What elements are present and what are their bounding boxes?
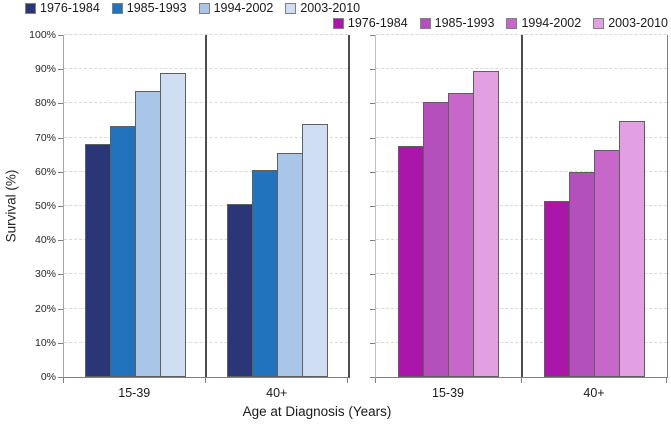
legend-blue-periods: 1976-1984 1985-1993 1994-2002 2003-2010 <box>25 1 360 15</box>
y-axis-tick-label: 70% <box>34 131 56 144</box>
y-axis-tick-label: 100% <box>29 29 56 41</box>
legend-item: 1994-2002 <box>198 1 274 15</box>
y-axis-tick <box>370 274 375 276</box>
y-axis-tick <box>370 342 375 344</box>
x-axis-category-labels: 15-39 40+ 15-39 40+ <box>0 386 671 402</box>
y-axis-tick-label: 10% <box>34 336 56 349</box>
x-axis-tick <box>63 378 64 383</box>
legend-item-label: 1976-1984 <box>40 1 100 15</box>
y-axis-tick <box>58 206 63 207</box>
legend-swatch-icon <box>198 2 210 14</box>
y-axis-tick <box>370 103 375 105</box>
x-category-label: 15-39 <box>118 386 151 400</box>
legend-item: 2003-2010 <box>593 16 668 30</box>
legend-item-label: 2003-2010 <box>608 16 668 30</box>
y-axis-tick-label: 60% <box>34 165 56 178</box>
legend-item-label: 2003-2010 <box>300 1 361 15</box>
y-axis-tick-label: 80% <box>34 97 56 110</box>
category-divider-line <box>205 35 207 377</box>
legend-item: 1994-2002 <box>506 16 581 30</box>
panel-blue <box>58 34 350 383</box>
y-axis-tick-label: 90% <box>34 63 56 76</box>
legend-item: 1976-1984 <box>332 16 408 30</box>
x-axis-tick <box>520 378 522 383</box>
bar-blue-40+-1976-1984 <box>226 204 253 377</box>
bar-blue-15-39-2003-2010 <box>159 72 186 377</box>
bar-blue-40+-1994-2002 <box>276 153 303 377</box>
y-axis-tick <box>58 103 63 105</box>
x-axis-tick <box>205 378 206 383</box>
y-axis-tick <box>58 308 63 310</box>
x-axis-tick <box>375 378 376 383</box>
gridline <box>376 34 667 35</box>
y-axis-tick <box>58 274 63 276</box>
x-axis-tick <box>666 378 667 383</box>
legend-item: 1985-1993 <box>419 16 495 30</box>
bar-pink-15-39-2003-2010 <box>473 70 500 377</box>
bar-pink-15-39-1976-1984 <box>398 146 425 377</box>
y-axis-tick-label: 30% <box>34 268 56 281</box>
y-axis-tick-label: 40% <box>34 234 56 247</box>
bar-blue-15-39-1994-2002 <box>134 91 161 377</box>
y-axis-tick <box>370 137 375 139</box>
gridline <box>64 34 348 35</box>
y-axis-tick <box>58 35 63 36</box>
legend-item-label: 1994-2002 <box>521 16 582 30</box>
category-divider-line <box>520 35 523 377</box>
y-axis-tick <box>370 308 375 310</box>
y-axis-tick <box>58 377 63 378</box>
legend-swatch-icon <box>593 17 605 29</box>
legend-item-label: 1994-2002 <box>213 1 274 15</box>
bar-pink-40+-2003-2010 <box>618 120 645 377</box>
y-axis-tick <box>58 69 63 71</box>
x-category-label: 15-39 <box>432 386 464 400</box>
bar-blue-15-39-1985-1993 <box>109 125 136 377</box>
bar-group-40+ <box>206 35 348 377</box>
bar-pink-40+-1985-1993 <box>568 171 595 377</box>
y-axis-tick <box>370 206 375 207</box>
bar-group-15-39 <box>64 35 206 377</box>
legend-item: 1976-1984 <box>25 1 100 15</box>
y-axis-tick <box>370 377 375 378</box>
legend-item-label: 1985-1993 <box>434 16 495 30</box>
panel-pink <box>370 34 668 383</box>
legend-swatch-icon <box>506 17 518 29</box>
y-axis-tick <box>370 35 375 36</box>
y-axis-tick <box>58 171 63 173</box>
y-axis-tick <box>58 137 63 139</box>
legend-item-label: 1976-1984 <box>347 16 408 30</box>
bar-group-15-39 <box>376 35 522 377</box>
bar-blue-15-39-1976-1984 <box>84 144 111 377</box>
legend-item-label: 1985-1993 <box>126 1 187 15</box>
bar-blue-40+-2003-2010 <box>301 123 328 377</box>
legend-item: 1985-1993 <box>111 1 187 15</box>
legend-swatch-icon <box>111 2 123 14</box>
y-axis-tick <box>58 240 63 242</box>
x-axis-tick <box>347 378 348 383</box>
bar-blue-40+-1985-1993 <box>251 170 278 377</box>
x-category-label: 40+ <box>583 386 605 400</box>
legend-swatch-icon <box>332 17 344 29</box>
x-axis-title: Age at Diagnosis (Years) <box>242 404 392 419</box>
y-axis-tick <box>370 69 375 71</box>
legend-swatch-icon <box>25 2 36 14</box>
bar-pink-40+-1994-2002 <box>593 149 620 377</box>
y-axis-tick-label: 50% <box>34 200 56 212</box>
y-axis-tick <box>370 240 375 242</box>
y-axis-tick <box>370 171 375 173</box>
y-axis-tick-label: 20% <box>34 302 56 315</box>
y-axis-tick <box>58 342 63 344</box>
legend-swatch-icon <box>419 17 431 29</box>
x-category-label: 40+ <box>266 386 288 400</box>
legend-swatch-icon <box>285 2 297 14</box>
legend-item: 2003-2010 <box>285 1 360 15</box>
legend-pink-periods: 1976-1984 1985-1993 1994-2002 2003-2010 <box>332 16 668 30</box>
y-axis-tick-label: 0% <box>40 371 56 383</box>
bar-pink-15-39-1985-1993 <box>423 101 450 377</box>
bar-pink-15-39-1994-2002 <box>448 93 475 377</box>
bar-group-40+ <box>522 35 668 377</box>
bar-pink-40+-1976-1984 <box>543 200 570 377</box>
